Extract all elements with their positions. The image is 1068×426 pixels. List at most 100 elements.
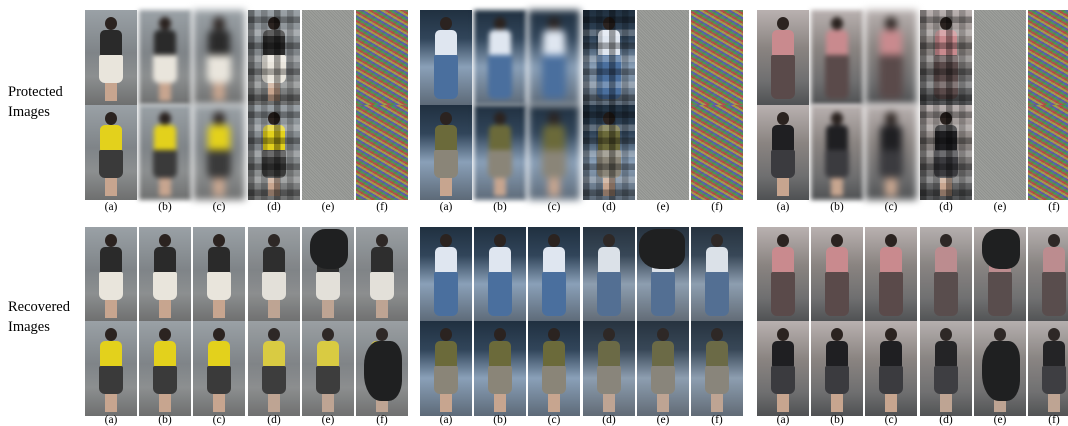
pedestrian-figure (204, 230, 234, 320)
pedestrian-figure (485, 324, 515, 414)
thumbnail-protected-p3-r2-c6 (1028, 105, 1068, 200)
pedestrian-figure (96, 108, 126, 198)
caption-protected-p2-c4: (d) (602, 201, 616, 213)
thumbnail-recovered-p2-r1-c5 (637, 227, 689, 322)
recovered-label-line-2: Images (8, 319, 50, 335)
thumbnail-protected-p1-r2-c1 (85, 105, 137, 200)
pedestrian-figure (931, 13, 961, 103)
caption-recovered-p2-c5: (e) (656, 414, 670, 426)
thumbnail-protected-p1-r2-c5 (302, 105, 354, 200)
thumbnail-protected-p1-r2-c3 (193, 105, 245, 200)
thumbnail-protected-p3-r2-c2 (811, 105, 863, 200)
pedestrian-figure (150, 13, 180, 103)
caption-recovered-p2-c4: (d) (602, 414, 616, 426)
thumbnail-protected-p1-r2-c4 (248, 105, 300, 200)
protected-label-line-1: Protected (8, 84, 63, 100)
pedestrian-figure (431, 13, 461, 103)
caption-recovered-p1-c3: (c) (212, 414, 226, 426)
pedestrian-figure (594, 324, 624, 414)
pedestrian-figure (204, 324, 234, 414)
thumbnail-protected-p3-r2-c5 (974, 105, 1026, 200)
thumbnail-protected-p1-r1-c5 (302, 10, 354, 105)
caption-recovered-p1-c2: (b) (158, 414, 172, 426)
pedestrian-figure (259, 108, 289, 198)
thumbnail-protected-p2-r2-c2 (474, 105, 526, 200)
pedestrian-figure (876, 108, 906, 198)
pedestrian-figure (96, 13, 126, 103)
pedestrian-figure (768, 324, 798, 414)
pedestrian-figure (539, 324, 569, 414)
pedestrian-figure (150, 108, 180, 198)
thumbnail-recovered-p2-r1-c4 (583, 227, 635, 322)
thumbnail-protected-p2-r1-c2 (474, 10, 526, 105)
caption-recovered-p1-c4: (d) (267, 414, 281, 426)
thumbnail-recovered-p1-r2-c3 (193, 321, 245, 416)
caption-recovered-p3-c3: (c) (884, 414, 898, 426)
pedestrian-figure (259, 324, 289, 414)
pedestrian-figure (485, 230, 515, 320)
caption-protected-p3-c4: (d) (939, 201, 953, 213)
caption-protected-p1-c5: (e) (321, 201, 335, 213)
caption-recovered-p3-c5: (e) (993, 414, 1007, 426)
thumbnail-protected-p1-r1-c1 (85, 10, 137, 105)
dark-artifact-region (639, 229, 685, 269)
pedestrian-figure (702, 230, 732, 320)
thumbnail-recovered-p3-r2-c3 (865, 321, 917, 416)
thumbnail-recovered-p1-r1-c2 (139, 227, 191, 322)
caption-recovered-p2-c1: (a) (439, 414, 453, 426)
thumbnail-recovered-p3-r2-c2 (811, 321, 863, 416)
pedestrian-figure (150, 324, 180, 414)
recovered-images-label: Recovered Images (8, 297, 70, 337)
thumbnail-recovered-p2-r2-c5 (637, 321, 689, 416)
pedestrian-figure (204, 108, 234, 198)
thumbnail-recovered-p2-r1-c1 (420, 227, 472, 322)
thumbnail-protected-p2-r1-c1 (420, 10, 472, 105)
pedestrian-figure (539, 108, 569, 198)
pedestrian-figure (594, 13, 624, 103)
thumbnail-recovered-p1-r2-c6 (356, 321, 408, 416)
thumbnail-protected-p2-r1-c6 (691, 10, 743, 105)
pedestrian-figure (259, 230, 289, 320)
thumbnail-recovered-p3-r1-c3 (865, 227, 917, 322)
thumbnail-recovered-p2-r2-c1 (420, 321, 472, 416)
caption-protected-p3-c2: (b) (830, 201, 844, 213)
caption-recovered-p3-c6: (f) (1048, 414, 1060, 426)
caption-recovered-p2-c2: (b) (493, 414, 507, 426)
pedestrian-figure (431, 108, 461, 198)
mosaic-overlay (583, 105, 635, 200)
thumbnail-recovered-p3-r1-c1 (757, 227, 809, 322)
caption-protected-p1-c1: (a) (104, 201, 118, 213)
caption-protected-p2-c5: (e) (656, 201, 670, 213)
recovered-label-line-1: Recovered (8, 299, 70, 315)
dark-artifact-region (982, 341, 1020, 401)
thumbnail-recovered-p1-r1-c1 (85, 227, 137, 322)
pedestrian-figure (822, 13, 852, 103)
pedestrian-figure (876, 13, 906, 103)
thumbnail-protected-p2-r1-c5 (637, 10, 689, 105)
caption-recovered-p2-c6: (f) (711, 414, 723, 426)
thumbnail-recovered-p2-r1-c2 (474, 227, 526, 322)
thumbnail-recovered-p3-r1-c4 (920, 227, 972, 322)
pedestrian-figure (822, 230, 852, 320)
mosaic-overlay (248, 105, 300, 200)
dark-artifact-region (982, 229, 1020, 269)
pedestrian-figure (150, 230, 180, 320)
thumbnail-recovered-p2-r2-c4 (583, 321, 635, 416)
pedestrian-figure (204, 13, 234, 103)
thumbnail-recovered-p1-r2-c2 (139, 321, 191, 416)
thumbnail-recovered-p3-r2-c1 (757, 321, 809, 416)
pedestrian-figure (313, 324, 343, 414)
pedestrian-figure (485, 108, 515, 198)
thumbnail-protected-p1-r2-c6 (356, 105, 408, 200)
pedestrian-figure (539, 13, 569, 103)
caption-recovered-p1-c6: (f) (376, 414, 388, 426)
pedestrian-figure (96, 324, 126, 414)
caption-protected-p2-c1: (a) (439, 201, 453, 213)
thumbnail-recovered-p3-r1-c5 (974, 227, 1026, 322)
thumbnail-recovered-p2-r2-c6 (691, 321, 743, 416)
caption-protected-p3-c5: (e) (993, 201, 1007, 213)
pedestrian-figure (594, 108, 624, 198)
mosaic-overlay (248, 10, 300, 105)
thumbnail-protected-p1-r1-c3 (193, 10, 245, 105)
thumbnail-protected-p3-r2-c1 (757, 105, 809, 200)
